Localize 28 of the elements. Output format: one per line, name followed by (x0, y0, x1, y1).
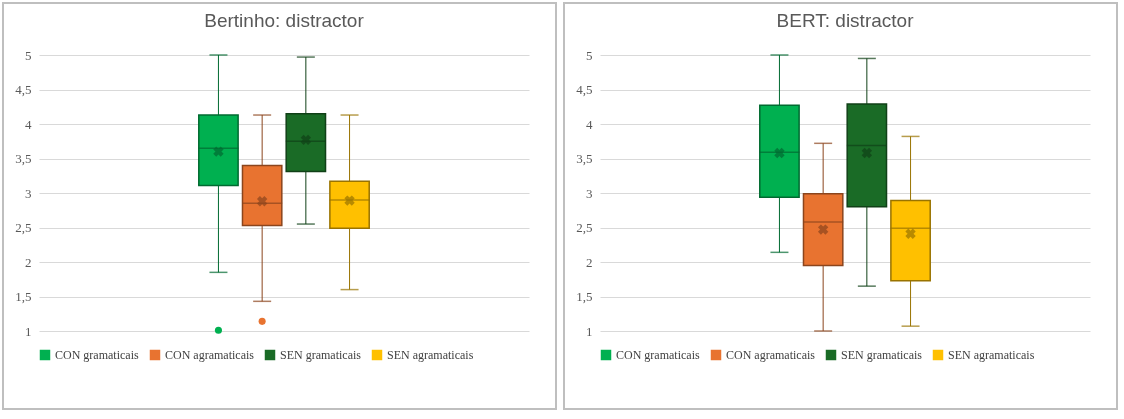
chart-title: BERT: distractor (776, 10, 915, 31)
y-tick-label: 3 (586, 185, 593, 201)
legend-label: CON agramaticais (726, 348, 816, 362)
y-tick-label: 2,5 (576, 220, 593, 235)
legend-label: SEN gramaticais (841, 348, 923, 362)
y-tick-label: 4 (586, 116, 593, 132)
y-tick-label: 5 (586, 47, 593, 63)
y-tick-label: 4,5 (15, 82, 32, 97)
y-tick-label: 1,5 (576, 289, 593, 304)
legend-label: SEN agramaticais (387, 348, 474, 362)
chart-title: Bertinho: distractor (204, 10, 365, 31)
legend-label: SEN gramaticais (280, 348, 362, 362)
y-tick-label: 1,5 (15, 289, 32, 304)
legend-label: CON gramaticais (616, 348, 700, 362)
y-tick-label: 2,5 (15, 220, 32, 235)
y-tick-label: 3 (25, 185, 32, 201)
y-tick-label: 2 (586, 254, 593, 270)
legend-label: CON agramaticais (165, 348, 255, 362)
y-tick-label: 3,5 (15, 151, 32, 166)
y-tick-label: 4 (25, 116, 32, 132)
y-tick-label: 5 (25, 47, 32, 63)
y-tick-label: 3,5 (576, 151, 593, 166)
y-tick-label: 4,5 (576, 82, 593, 97)
legend-label: CON gramaticais (55, 348, 139, 362)
y-tick-label: 2 (25, 254, 32, 270)
y-tick-label: 1 (586, 323, 593, 339)
y-tick-label: 1 (25, 323, 32, 339)
legend-label: SEN agramaticais (948, 348, 1035, 362)
